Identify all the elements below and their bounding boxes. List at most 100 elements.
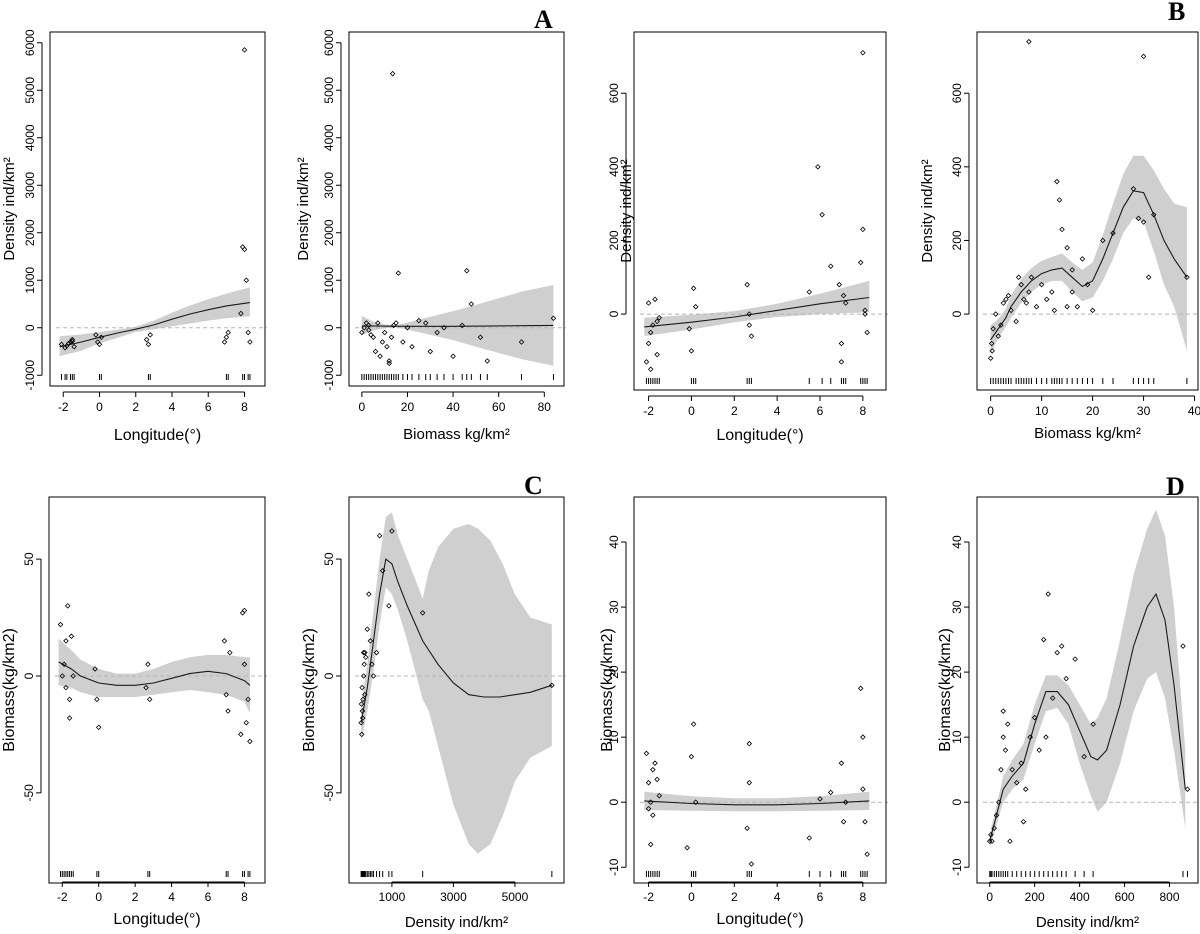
fitted-line (360, 558, 552, 723)
data-point (1008, 307, 1014, 314)
data-point (241, 607, 248, 614)
data-point (386, 603, 392, 609)
y-axis-title: Density ind/km² (295, 157, 312, 260)
data-point (860, 734, 866, 740)
data-point (69, 338, 76, 344)
data-point (365, 327, 372, 333)
y-tick-label: 5000 (23, 77, 37, 104)
data-point (650, 812, 656, 818)
data-point (93, 332, 99, 338)
data-point (1000, 708, 1006, 714)
fitted-line (644, 800, 870, 806)
plot-longitude-density-a: -2 0 2 4 6 8 -1000 0 1000 2000 3000 4000 5000 6000 Lon… (1, 29, 267, 444)
data-point (370, 334, 377, 341)
confidence-band (361, 512, 552, 854)
x-tick-label: 4 (774, 404, 781, 418)
x-tick-label: 0 (358, 400, 365, 414)
data-point (860, 226, 866, 233)
data-point (65, 340, 72, 347)
x-axis-title: Longitude(°) (114, 427, 201, 444)
data-point (225, 708, 231, 714)
data-point (746, 740, 753, 747)
y-tick-label: 200 (950, 230, 964, 250)
data-point (986, 838, 993, 844)
y-tick-label: -10 (950, 858, 964, 876)
data-point (860, 786, 866, 792)
x-tick-label: 0 (987, 404, 994, 418)
data-point (386, 360, 392, 367)
data-point (989, 348, 995, 354)
data-point (241, 661, 248, 668)
plot-frame (633, 496, 887, 884)
x-tick-label: 2 (132, 890, 139, 904)
data-point (1005, 292, 1012, 299)
data-point (1145, 274, 1152, 281)
data-point (243, 277, 250, 284)
data-point (1140, 53, 1147, 60)
data-point (1027, 734, 1033, 740)
x-tick-label: 8 (860, 404, 867, 418)
y-tick-label: 0 (950, 799, 964, 806)
data-point (842, 300, 849, 306)
data-point (690, 285, 697, 292)
data-point (359, 684, 365, 691)
data-point (815, 164, 821, 170)
panel-letter-b: B (1168, 0, 1185, 26)
data-point (1135, 215, 1142, 222)
data-point (1151, 211, 1157, 218)
data-point (806, 835, 813, 841)
data-point (145, 661, 151, 668)
y-tick-label: 6000 (322, 29, 336, 56)
data-point (422, 320, 429, 326)
data-point (1028, 274, 1035, 281)
data-point (1063, 675, 1069, 682)
data-point (643, 750, 650, 757)
data-point (692, 799, 699, 805)
data-point (549, 682, 555, 689)
data-point (1069, 289, 1075, 295)
x-tick-label: -2 (57, 890, 68, 904)
data-point (389, 70, 396, 77)
data-point (1110, 230, 1116, 236)
data-point (998, 322, 1004, 328)
x-tick-label: 6 (817, 890, 824, 904)
data-point (92, 666, 98, 672)
y-axis-title: Biomass(kg/km2) (301, 628, 318, 752)
y-tick-label: 1000 (23, 267, 37, 294)
data-point (656, 792, 663, 799)
x-tick-label: 20 (401, 400, 415, 414)
data-point (145, 341, 152, 348)
data-point (652, 760, 658, 766)
data-point (864, 851, 870, 858)
data-point (1013, 779, 1020, 786)
data-point (1007, 838, 1013, 844)
plot-density-biomass-d: 0 200 400 600 800 -10 0 10 20 30 40 Density ind/km²… (937, 496, 1200, 931)
data-point (1045, 591, 1051, 597)
x-tick-label: 0 (95, 890, 102, 904)
data-point (95, 724, 102, 731)
data-point (993, 812, 1000, 818)
data-point (1054, 649, 1060, 656)
data-point (836, 281, 843, 288)
data-point (645, 300, 652, 306)
x-tick-label: 0 (688, 404, 695, 418)
data-point (1009, 766, 1015, 773)
data-point (223, 691, 229, 698)
data-point (243, 719, 250, 726)
data-point (1038, 281, 1045, 288)
data-point (227, 649, 233, 656)
data-point (1074, 303, 1081, 310)
data-point (64, 603, 71, 609)
data-point (862, 818, 868, 825)
x-tick-label: 2 (132, 400, 139, 414)
x-tick-label: 400 (1070, 890, 1090, 904)
x-tick-label: 20 (1086, 404, 1100, 418)
plot-biomass-density-a: 0 20 40 60 80 -1000 0 1000 2000 3000 4000 5000 6000 B… (295, 29, 566, 443)
data-point (1020, 818, 1027, 825)
panel-letter-c: C (524, 471, 543, 500)
x-tick-label: 40 (446, 400, 460, 414)
data-point (817, 796, 823, 802)
x-tick-label: 0 (96, 400, 103, 414)
y-axis-title: Biomass(kg/km2) (599, 628, 616, 752)
